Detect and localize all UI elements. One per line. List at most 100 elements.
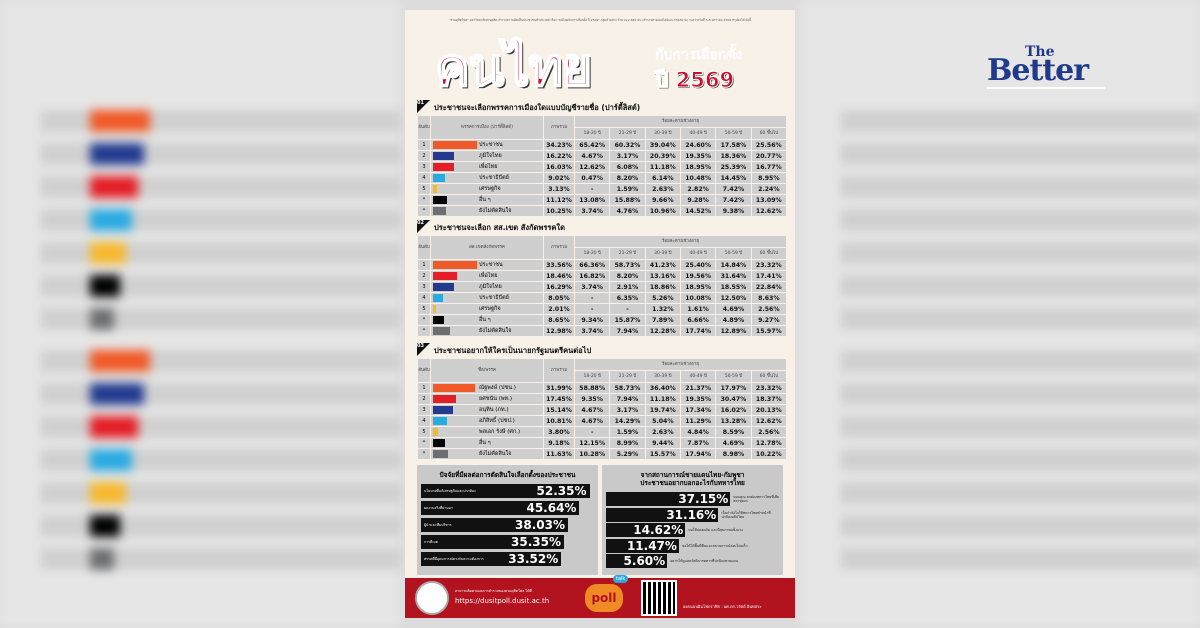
background-bar	[90, 308, 114, 330]
age-value: 22.84%	[751, 282, 786, 292]
party-color-bar	[433, 196, 448, 204]
background-bar	[90, 548, 114, 570]
party-name: เพื่อไทย	[479, 272, 498, 279]
background-bar	[90, 143, 144, 165]
qr-code[interactable]	[641, 580, 677, 616]
age-value: 30.47%	[716, 394, 751, 404]
party-name: เศรษฐกิจ	[479, 185, 501, 192]
bottom-panels: ปัจจัยที่มีผลต่อการตัดสินใจเลือกตั้งของป…	[417, 465, 783, 575]
age-value: 9.44%	[645, 438, 680, 448]
age-value: 14.29%	[610, 416, 645, 426]
background-bar	[90, 242, 126, 264]
party-color-bar	[433, 417, 448, 425]
table-row: * ยังไม่ตัดสินใจ 11.63% 10.28% 5.29% 15.57% 17…	[418, 449, 786, 459]
party-cell: ภูมิใจไทย	[431, 151, 543, 161]
rank: 4	[418, 416, 430, 426]
age-value: 3.74%	[575, 326, 610, 336]
section-number: 02	[417, 220, 430, 233]
age-value: 20.39%	[645, 151, 680, 161]
age-value: 1.61%	[680, 304, 716, 314]
section-title-text: ประชาชนจะเลือก สส.เขต สังกัดพรรคใด	[434, 223, 565, 232]
message-bar: 31.16% เป็นกำลังใจให้ทหารไทยทำหน้าที่ปกป้…	[606, 507, 779, 522]
age-value: 5.04%	[645, 416, 680, 426]
design-credit: ออกแบบอินโฟกราฟิก : ผศ.ดร.วรัตต์ อินทสระ	[683, 604, 762, 609]
background-bar	[90, 350, 150, 372]
age-value: 17.74%	[680, 326, 716, 336]
table-row: * อื่น ๆ 8.65% 9.34% 15.87% 7.89% 6.66% 4.89% 9.…	[418, 315, 786, 325]
age-value: 4.67%	[575, 416, 610, 426]
dusit-poll-link[interactable]: https://dusitpoll.dusit.ac.th	[455, 597, 550, 605]
age-group-header: 18-20 ปี	[575, 371, 610, 382]
age-value: 18.36%	[716, 151, 751, 161]
table-row: 4 ประชาธิปัตย์ 9.02% 0.47% 8.20% 6.14% 10.48% 1…	[418, 173, 786, 183]
party-color-bar	[433, 294, 444, 302]
age-value: 1.59%	[610, 184, 645, 194]
total-value: 16.29%	[544, 282, 574, 292]
age-value: 5.26%	[645, 293, 680, 303]
age-group-header: 18-20 ปี	[575, 248, 610, 259]
age-value: 15.87%	[610, 315, 645, 325]
total-header: ภาพรวม	[544, 236, 574, 259]
background-row	[840, 242, 1200, 264]
logo-underline	[987, 87, 1105, 89]
age-value: 8.99%	[610, 438, 645, 448]
footer: สามารถติดตามผลการสำรวจของสวนดุสิตโพล ได้…	[405, 575, 795, 618]
party-color-bar	[433, 185, 438, 193]
age-value: 16.02%	[716, 405, 751, 415]
message-bar: 14.62% ขอให้ปลอดภัย และมีสุขภาพแข็งแรง	[606, 523, 779, 537]
party-color-bar	[433, 261, 477, 269]
party-cell: ยังไม่ตัดสินใจ	[431, 326, 543, 336]
age-value: 12.15%	[575, 438, 610, 448]
age-value: 36.40%	[645, 383, 680, 393]
age-value: 39.04%	[645, 140, 680, 150]
age-value: 17.97%	[716, 383, 751, 393]
factor-label: นโยบายที่แก้เศรษฐกิจและปากท้อง	[424, 489, 476, 493]
age-value: 17.94%	[680, 449, 716, 459]
age-group-header: 30-39 ปี	[645, 371, 680, 382]
total-value: 8.05%	[544, 293, 574, 303]
age-group-header: 30-39 ปี	[645, 248, 680, 259]
section-02: 02 ประชาชนจะเลือก สส.เขต สังกัดพรรคใด อันด…	[417, 220, 787, 337]
age-value: 3.74%	[575, 206, 610, 216]
age-value: 0.47%	[575, 173, 610, 183]
rank: 2	[418, 394, 430, 404]
age-value: 3.74%	[575, 282, 610, 292]
age-group-header: 21-29 ปี	[610, 248, 645, 259]
poll-logo: poll	[585, 584, 623, 612]
age-value: 20.77%	[751, 151, 786, 161]
background-bar	[90, 416, 138, 438]
party-cell: เพื่อไทย	[431, 162, 543, 172]
party-name: อนุทิน (ภท.)	[479, 406, 509, 413]
total-value: 10.81%	[544, 416, 574, 426]
total-value: 9.02%	[544, 173, 574, 183]
section-number: 01	[417, 100, 430, 113]
age-value: 14.52%	[680, 206, 716, 216]
party-color-bar	[433, 174, 445, 182]
age-value: 15.57%	[645, 449, 680, 459]
total-value: 9.18%	[544, 438, 574, 448]
age-value: 7.89%	[645, 315, 680, 325]
dusit-poll-seal	[415, 581, 449, 615]
party-cell: ประชาชน	[431, 260, 543, 270]
age-value: 5.29%	[610, 449, 645, 459]
age-value: 9.27%	[751, 315, 786, 325]
party-name: ยังไม่ตัดสินใจ	[479, 450, 512, 457]
age-value: 25.56%	[751, 140, 786, 150]
party-color-bar	[433, 450, 449, 458]
party-name: ประชาชน	[479, 261, 503, 268]
table-row: 1 ณัฐพงษ์ (ปชน.) 31.99% 58.88% 58.73% 36.40% 2…	[418, 383, 786, 393]
age-value: 10.28%	[575, 449, 610, 459]
age-value: 12.89%	[716, 326, 751, 336]
party-name: ยศชนัน (พท.)	[479, 395, 513, 402]
age-value: 15.97%	[751, 326, 786, 336]
age-value: 25.40%	[680, 260, 716, 270]
age-value: 19.35%	[680, 394, 716, 404]
table-row: 5 เศรษฐกิจ 3.13% -1.59% 2.63% 2.82% 7.42% 2.24%	[418, 184, 786, 194]
party-cell: อภิสิทธิ์ (ปชป.)	[431, 416, 543, 426]
age-value: 17.41%	[751, 271, 786, 281]
age-value: 14.45%	[716, 173, 751, 183]
age-value: 16.77%	[751, 162, 786, 172]
party-name: ณัฐพงษ์ (ปชน.)	[479, 384, 516, 391]
total-header: ภาพรวม	[544, 359, 574, 382]
party-name: ภูมิใจไทย	[479, 283, 502, 290]
